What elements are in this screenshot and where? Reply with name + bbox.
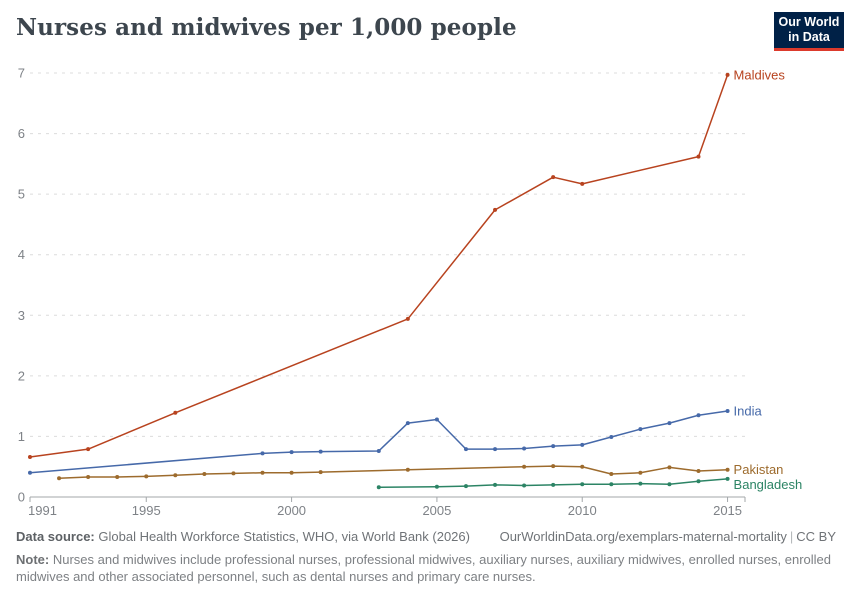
data-point-maldives [28,455,32,460]
data-source: Data source: Global Health Workforce Sta… [16,529,470,544]
data-point-maldives [405,316,410,321]
license-badge: CC BY [796,529,836,544]
data-point-india [551,444,556,449]
chart-note-text: Nurses and midwives include professional… [16,552,832,584]
series-label-maldives[interactable]: Maldives [734,67,786,82]
data-point-india [463,447,468,452]
chart-note-label: Note: [16,552,50,567]
data-point-bangladesh [667,482,672,487]
data-point-pakistan [318,470,323,475]
data-point-india [28,470,32,475]
data-point-pakistan [202,471,207,476]
owid-logo-line2: in Data [788,30,830,44]
series-label-india[interactable]: India [734,403,763,418]
data-point-india [289,450,294,455]
data-point-pakistan [551,464,556,469]
x-tick-label: 1991 [28,503,57,518]
data-point-pakistan [231,471,236,476]
data-point-bangladesh [376,485,381,490]
data-point-pakistan [667,465,672,470]
data-point-india [522,446,527,451]
data-point-india [667,421,672,426]
data-point-bangladesh [638,481,643,486]
data-point-pakistan [580,464,585,469]
data-point-bangladesh [696,479,701,484]
data-point-pakistan [289,470,294,475]
data-point-maldives [696,154,701,159]
citation-url[interactable]: OurWorldinData.org/exemplars-maternal-mo… [499,529,787,544]
data-point-india [434,417,439,422]
data-point-india [376,448,381,453]
data-point-bangladesh [463,484,468,489]
x-tick-label: 2010 [568,503,597,518]
x-tick-label: 2000 [277,503,306,518]
data-point-pakistan [522,464,527,469]
series-label-bangladesh[interactable]: Bangladesh [734,477,803,492]
series-line-pakistan [59,465,728,479]
data-point-pakistan [57,476,62,481]
data-point-pakistan [609,471,614,476]
data-point-india [696,413,701,418]
chart-footer: Data source: Global Health Workforce Sta… [16,529,836,585]
data-point-bangladesh [725,476,730,481]
y-tick-label: 3 [18,308,25,323]
data-point-india [405,421,410,426]
data-point-maldives [551,175,556,180]
series-label-pakistan[interactable]: Pakistan [734,462,784,477]
data-point-pakistan [405,467,410,472]
data-source-text: Global Health Workforce Statistics, WHO,… [98,529,470,544]
data-point-pakistan [115,475,120,480]
series-line-maldives [29,74,729,458]
data-point-india [609,435,614,440]
data-point-india [638,427,643,432]
y-tick-label: 2 [18,368,25,383]
data-point-maldives [493,207,498,212]
y-tick-label: 7 [18,66,25,81]
data-point-maldives [86,447,91,452]
data-point-india [260,451,265,456]
data-point-pakistan [260,470,265,475]
y-tick-label: 5 [18,187,25,202]
data-point-bangladesh [580,482,585,487]
data-point-pakistan [725,467,730,472]
data-point-bangladesh [434,484,439,489]
y-tick-label: 4 [18,247,25,262]
y-tick-label: 6 [18,126,25,141]
data-point-maldives [580,181,585,186]
data-point-india [318,449,323,454]
y-tick-label: 1 [18,429,25,444]
data-point-india [493,447,498,452]
owid-logo[interactable]: Our World in Data [774,12,844,51]
chart-note: Note: Nurses and midwives include profes… [16,551,836,585]
data-point-pakistan [86,475,91,480]
data-point-pakistan [173,473,178,478]
data-point-india [725,408,730,413]
data-point-india [580,442,585,447]
series-line-india [29,410,728,474]
y-tick-label: 0 [18,490,25,505]
data-point-bangladesh [522,483,527,488]
x-tick-label: 2015 [713,503,742,518]
data-point-maldives [725,72,730,77]
x-tick-label: 1995 [132,503,161,518]
data-point-bangladesh [493,482,498,487]
citation-separator: | [789,529,794,544]
data-source-label: Data source: [16,529,95,544]
data-point-pakistan [638,470,643,475]
x-tick-label: 2005 [422,503,451,518]
data-point-pakistan [144,474,149,479]
owid-logo-line1: Our World [778,15,840,29]
line-chart[interactable]: 0 1 2 3 4 5 6 7 1991 1995 2000 2005 2010 2015 Maldives… [0,0,850,527]
data-point-maldives [173,410,178,415]
page-title: Nurses and midwives per 1,000 people [16,14,517,41]
data-point-bangladesh [551,482,556,487]
citation-link[interactable]: OurWorldinData.org/exemplars-maternal-mo… [500,529,836,544]
data-point-bangladesh [609,482,614,487]
data-point-pakistan [696,468,701,473]
series-line-bangladesh [378,478,728,489]
